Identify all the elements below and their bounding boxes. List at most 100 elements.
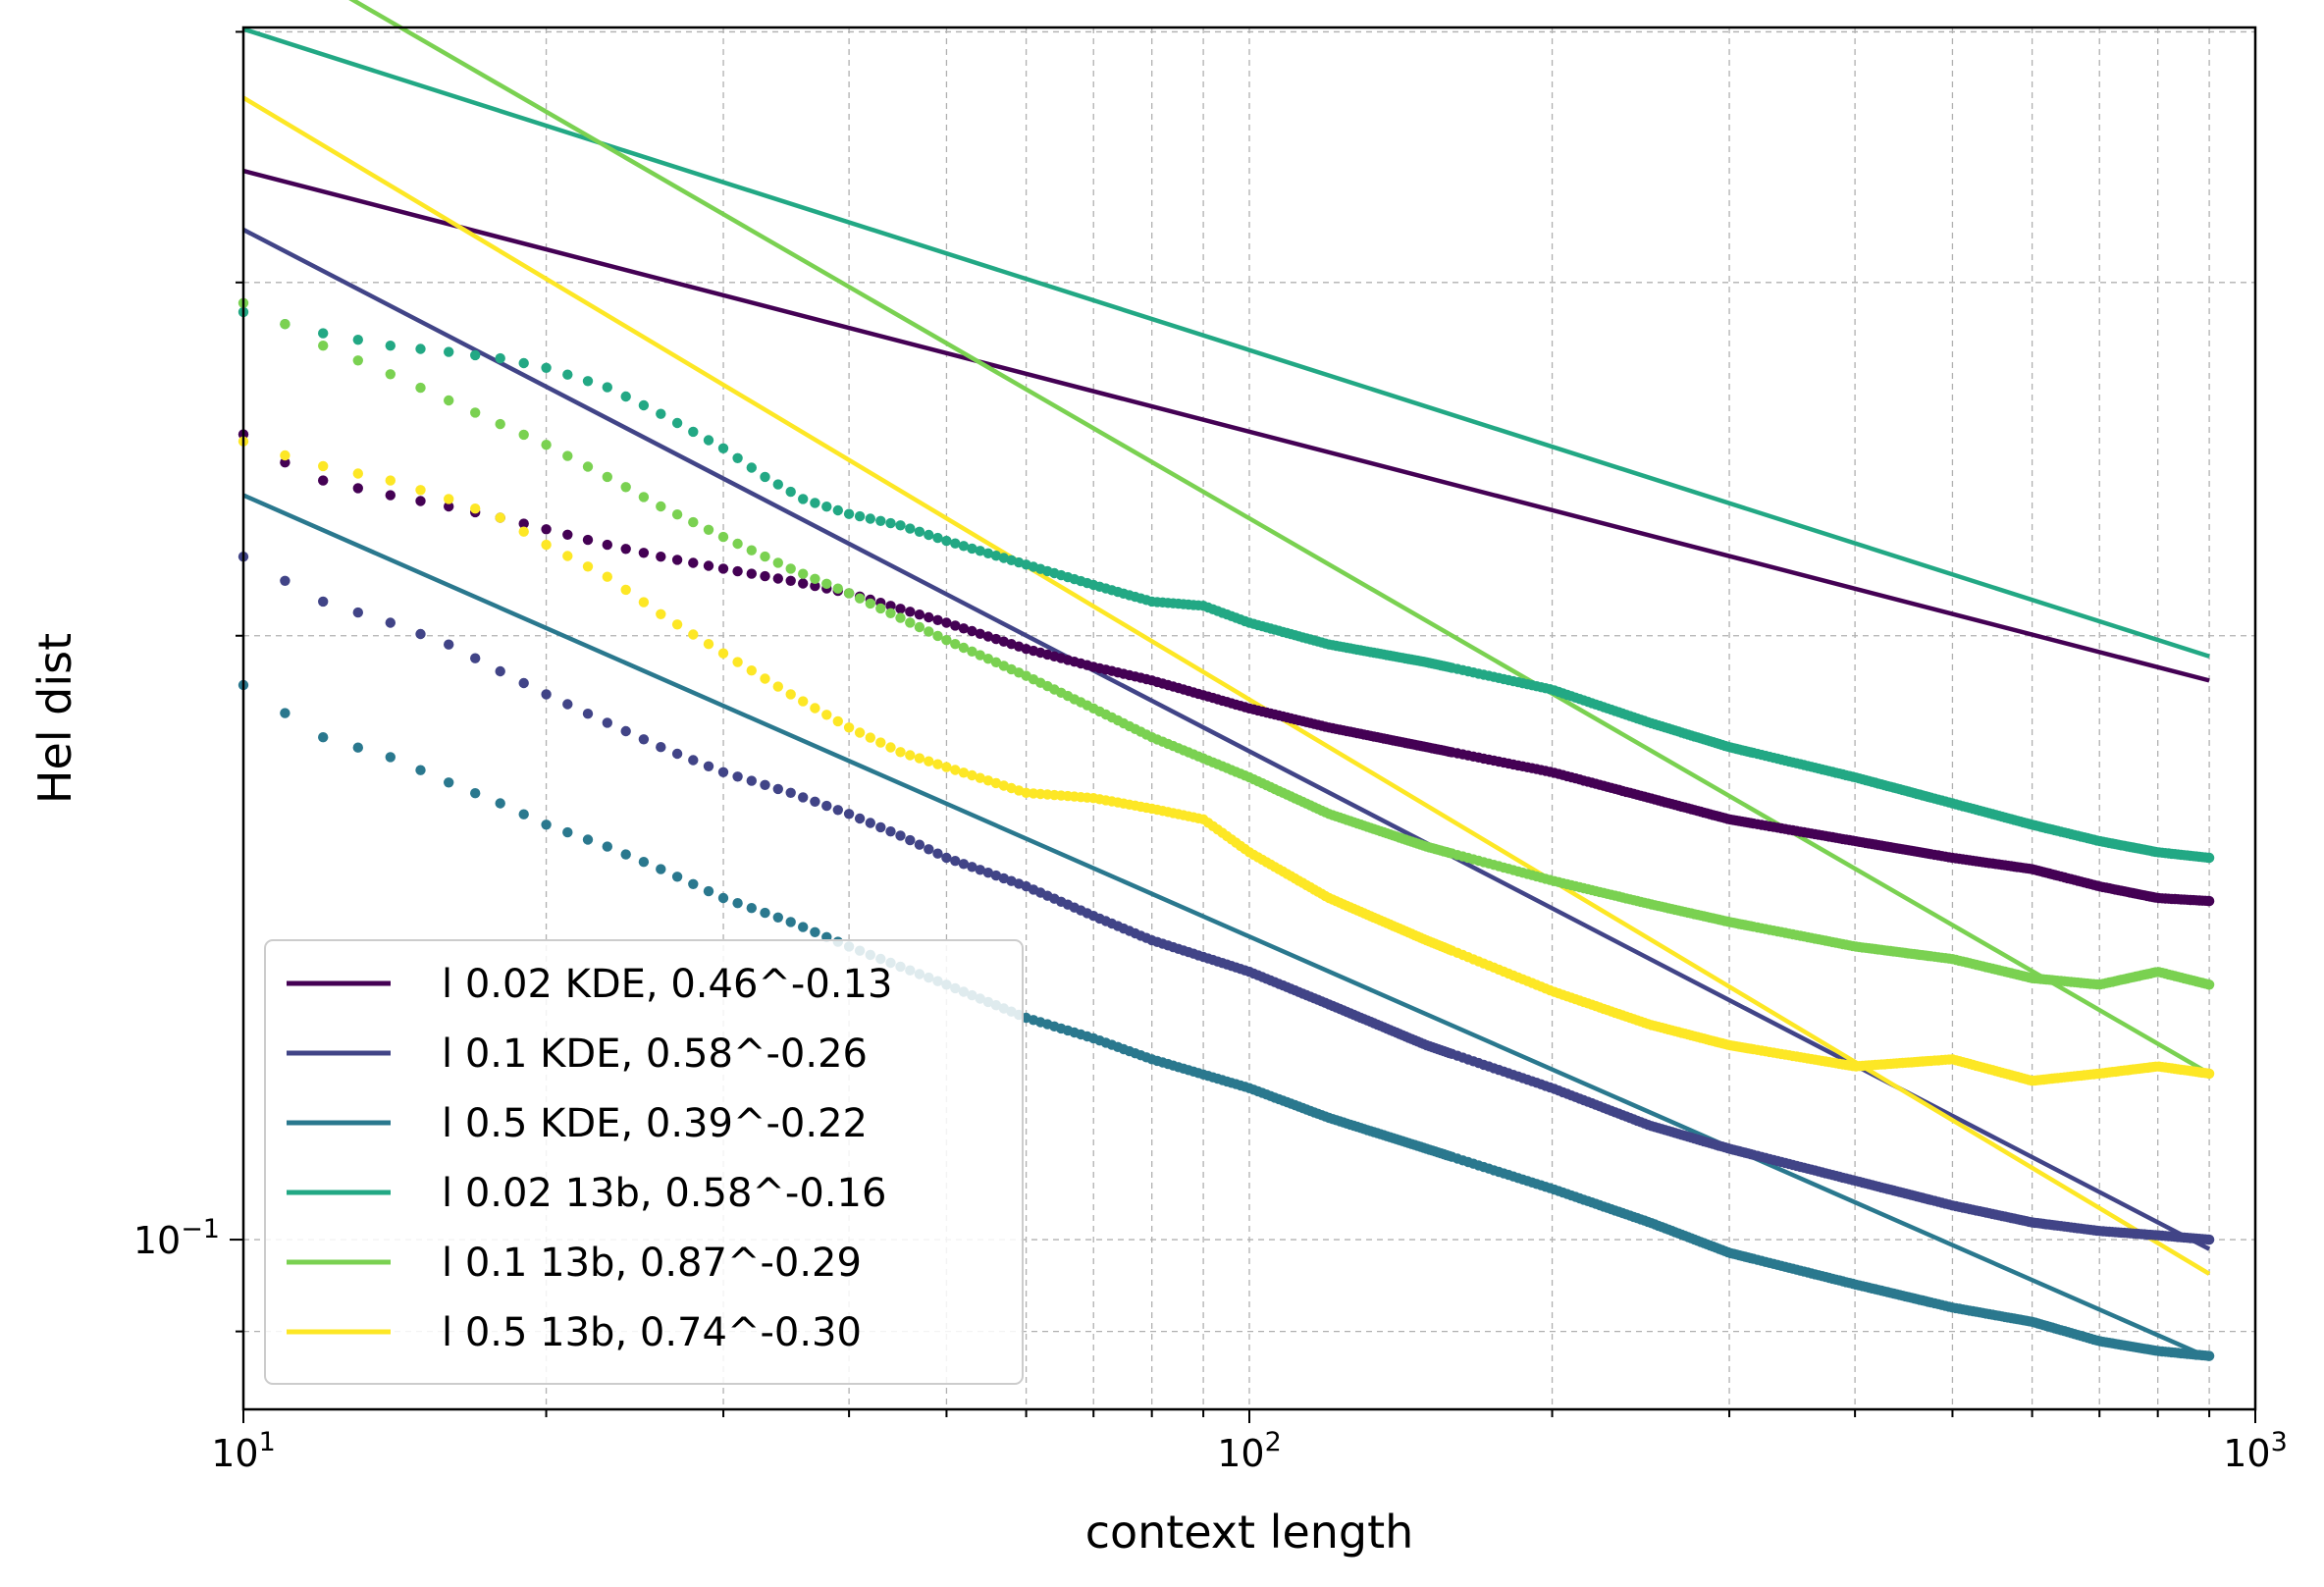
data-point [385,617,396,628]
data-point [854,813,866,824]
data-point [385,475,396,486]
data-point [703,524,714,535]
data-point [562,529,573,540]
data-point [746,775,757,786]
data-point [688,426,699,438]
data-point [958,623,970,634]
data-point [905,607,916,617]
data-point [798,792,809,803]
data-point [832,715,843,727]
data-point [385,752,396,763]
data-point [967,543,977,555]
data-point [958,767,970,778]
data-point [2203,979,2215,990]
legend-frame [264,939,1024,1385]
data-point [821,578,832,589]
fit-line-series-3 [242,26,2210,659]
data-point [385,490,396,501]
fit-line-series-2 [242,493,2211,1360]
legend-label: l 0.5 KDE, 0.39^-0.22 [442,1101,868,1146]
data-point [810,796,820,807]
data-point [772,681,783,692]
data-point [415,344,426,354]
data-point [688,629,699,640]
data-point [905,750,916,761]
data-point [638,734,650,745]
data-point [518,518,529,529]
data-point [656,552,666,562]
data-point [280,319,290,330]
data-point [975,650,985,661]
legend: l 0.02 KDE, 0.46^-0.13 l 0.1 KDE, 0.58^-0… [264,939,1024,1385]
data-point [810,498,820,508]
data-point [958,541,970,552]
data-point [895,747,906,758]
data-point [541,362,552,373]
data-point [444,494,454,504]
data-point [975,546,985,556]
data-point [656,408,666,419]
data-point [703,560,714,571]
data-point [975,628,985,639]
data-point [688,755,699,766]
data-point [671,872,683,882]
data-point [932,848,943,859]
points-series-2 [238,679,2215,1361]
data-point [444,501,454,512]
data-point [760,779,770,790]
data-point [671,555,683,565]
data-point [638,548,650,558]
data-point [798,494,809,504]
data-point [415,765,426,775]
data-point [656,864,666,874]
data-point [582,461,594,472]
data-point [810,926,820,937]
data-point [582,834,594,845]
data-point [785,575,796,586]
data-point [905,523,916,534]
data-point [620,544,631,555]
data-point [772,783,783,795]
data-point [470,653,481,663]
data-point [602,717,612,728]
data-point [671,509,683,520]
data-point [854,727,866,738]
data-point [717,531,729,543]
data-point [318,341,329,351]
data-point [843,722,855,733]
data-point [982,654,994,664]
data-point [732,657,743,667]
data-point [656,742,666,753]
data-point [772,479,783,490]
x-axis-title: context length [1085,1506,1414,1559]
data-point [415,382,426,394]
data-point [562,450,573,461]
data-point [620,584,631,596]
data-point [821,502,832,512]
data-point [895,612,906,623]
data-point [518,357,529,369]
legend-label: l 0.02 KDE, 0.46^-0.13 [442,962,892,1007]
data-point [982,548,994,558]
data-point [602,841,612,852]
data-point [385,341,396,351]
data-point [620,391,631,402]
x-tick-label: 101 [211,1427,276,1475]
data-point [885,601,896,611]
data-point [941,852,952,864]
data-point [671,417,683,429]
data-point [990,633,1002,645]
data-point [620,849,631,860]
data-point [950,538,961,549]
data-point [518,429,529,441]
data-point [760,570,770,582]
data-point [717,563,729,574]
data-point [703,639,714,650]
fit-line-series-0 [242,168,2210,683]
data-point [810,573,820,584]
data-point [967,646,977,657]
data-point [914,609,925,620]
data-point [562,699,573,710]
data-point [810,580,820,592]
data-point [470,349,481,361]
